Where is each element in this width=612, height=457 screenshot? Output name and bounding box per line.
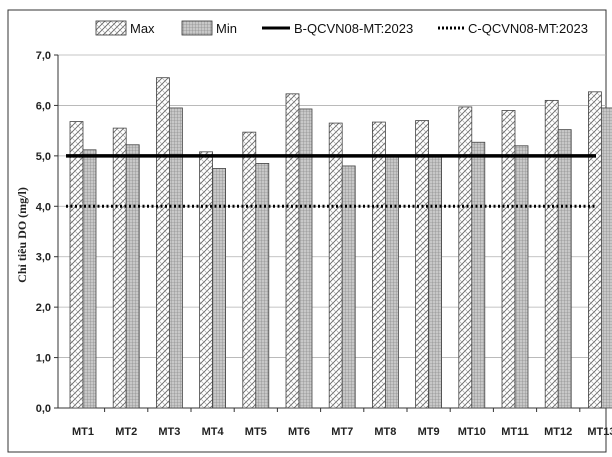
y-tick-label: 2,0: [36, 302, 51, 314]
x-tick-label: MT7: [331, 426, 353, 438]
y-tick-label: 5,0: [36, 151, 51, 163]
x-tick-label: MT6: [288, 426, 310, 438]
x-tick-label: MT10: [458, 426, 486, 438]
bar-max: [371, 121, 386, 409]
bar-max: [155, 77, 170, 409]
y-tick-label: 6,0: [36, 100, 51, 112]
y-tick-label: 4,0: [36, 201, 51, 213]
bar-min: [557, 129, 572, 409]
bar-min: [514, 145, 529, 409]
bar-min: [384, 155, 399, 409]
legend: Max Min B-QCVN08-MT:2023 C-QCVN08-MT:202…: [95, 20, 588, 36]
x-tick-label: MT5: [245, 426, 267, 438]
x-tick-label: MT12: [544, 426, 572, 438]
bar-min: [428, 155, 443, 409]
legend-swatch-min: [181, 20, 213, 36]
y-tick-label: 0,0: [36, 403, 51, 415]
bar-min: [341, 165, 356, 409]
legend-label-max: Max: [130, 21, 155, 36]
bar-min: [125, 144, 140, 409]
legend-label-ref-c: C-QCVN08-MT:2023: [468, 21, 588, 36]
bar-min: [168, 107, 183, 409]
bar-min: [601, 107, 612, 409]
bar-min: [298, 108, 313, 409]
y-tick-label: 1,0: [36, 353, 51, 365]
bar-max: [242, 131, 257, 409]
bar-max: [112, 127, 127, 409]
plot-area: 0,0 1,0 2,0 3,0 4,0 5,0 6,0 7,0 MT1 MT2 MT3 MT4 MT5 M…: [36, 50, 612, 438]
x-tick-label: MT13: [587, 426, 612, 438]
bar-min: [212, 168, 227, 409]
x-tick-label: MT2: [115, 426, 137, 438]
x-tick-label: MT4: [202, 426, 225, 438]
bar-min: [255, 163, 270, 409]
legend-label-ref-b: B-QCVN08-MT:2023: [294, 21, 413, 36]
y-tick-label: 7,0: [36, 50, 51, 62]
x-tick-label: MT11: [501, 426, 529, 438]
bar-max: [285, 93, 300, 409]
bar-min: [82, 149, 97, 409]
y-axis-label: Chỉ tiêu DO (mg/l): [15, 187, 29, 283]
x-tick-label: MT9: [418, 426, 440, 438]
legend-swatch-max: [95, 20, 127, 36]
x-tick-label: MT8: [374, 426, 396, 438]
bar-max: [415, 120, 430, 409]
bar-max: [199, 151, 214, 409]
bar-max: [69, 121, 84, 409]
y-tick-label: 3,0: [36, 252, 51, 264]
bar-max: [458, 106, 473, 409]
x-tick-label: MT1: [72, 426, 94, 438]
legend-label-min: Min: [216, 21, 237, 36]
bar-max: [544, 99, 559, 409]
bar-min: [471, 141, 486, 409]
x-tick-label: MT3: [158, 426, 180, 438]
bar-max: [588, 91, 602, 409]
bar-max: [328, 122, 343, 409]
